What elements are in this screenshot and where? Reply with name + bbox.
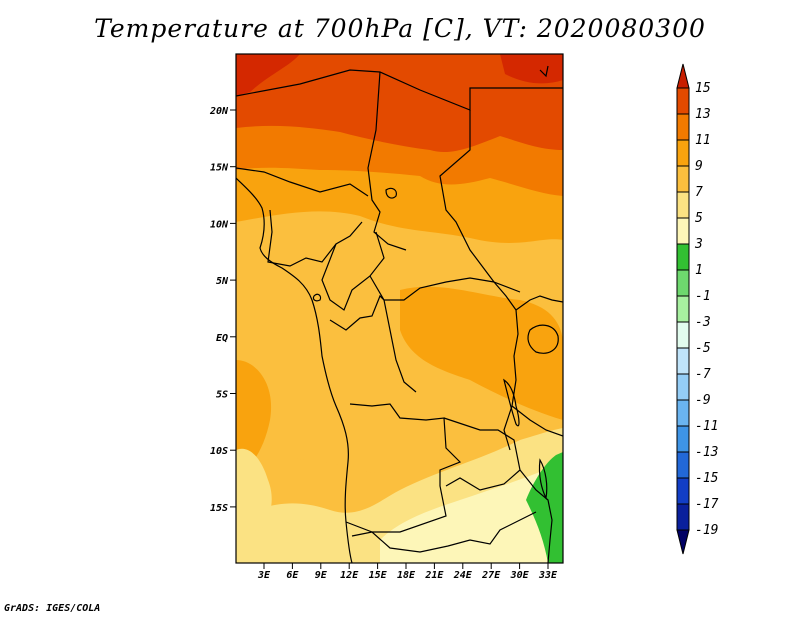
colorbar-swatch [676, 113, 690, 141]
colorbar-label: -13 [695, 445, 718, 460]
lat-label: 20N [209, 106, 229, 117]
lon-label: 24E [453, 570, 473, 581]
colorbar-label: 13 [695, 107, 711, 122]
field-core-15 [236, 54, 300, 96]
lon-label: 15E [369, 570, 388, 581]
field-south-3 [380, 466, 563, 563]
colorbar-swatch [676, 269, 690, 297]
colorbar-swatch [676, 217, 690, 245]
colorbar-swatch [676, 243, 690, 271]
colorbar-swatch [676, 399, 690, 427]
border-angola [349, 403, 462, 537]
map-frame [235, 53, 564, 564]
map-title: Temperature at 700hPa [C], VT: 202008030… [94, 14, 706, 43]
lake-malawi [538, 458, 548, 500]
colorbar-label: 9 [695, 159, 703, 174]
red-sea-coast [539, 65, 549, 78]
lat-label: 5N [216, 276, 229, 287]
colorbar-label: 5 [695, 211, 703, 226]
colorbar-label: -17 [695, 497, 719, 512]
lake-tanganyika [503, 378, 520, 427]
colorbar-swatch [676, 295, 690, 323]
colorbar-label: -9 [695, 393, 711, 408]
lat-label: 15N [210, 163, 229, 174]
colorbar-swatch [676, 373, 690, 401]
border-sahara-north [236, 69, 563, 111]
coastline-west-africa [236, 177, 353, 563]
credit-label: GrADS: IGES/COLA [4, 603, 101, 614]
lake-chad [385, 187, 397, 199]
colorbar-swatch [676, 451, 690, 479]
colorbar-swatch [676, 321, 690, 349]
colorbar-swatch [676, 191, 690, 219]
field-congo-basin-9 [400, 286, 563, 420]
border-cameroon [321, 231, 385, 311]
lon-label: 18E [397, 570, 416, 581]
temperature-field [236, 54, 563, 563]
border-nigeria [267, 209, 363, 267]
colorbar-label: -19 [695, 523, 718, 538]
border-east-africa [515, 295, 563, 311]
colorbar-label: 7 [695, 185, 703, 200]
field-east-1 [526, 452, 563, 563]
longitude-axis: 3E 6E 9E 12E 15E 18E 21E 24E 27E 30E 33E [257, 563, 558, 581]
border-drc-east [493, 281, 519, 451]
border-niger-chad [367, 71, 407, 251]
lon-label: 33E [538, 570, 558, 581]
colorbar-swatch [676, 87, 690, 115]
colorbar-swatch [676, 139, 690, 167]
lat-label: 10S [210, 446, 228, 457]
border-sahel-west [236, 167, 369, 197]
lat-label: EQ [216, 333, 228, 344]
island-bioko [312, 293, 322, 302]
country-borders [236, 65, 563, 563]
border-tanzania [511, 405, 563, 437]
lon-label: 30E [510, 570, 530, 581]
lon-label: 27E [481, 570, 501, 581]
border-mozambique [519, 469, 553, 563]
colorbar-swatch [676, 477, 690, 505]
colorbar-swatch [676, 347, 690, 375]
colorbar-swatch [676, 503, 690, 531]
lon-label: 12E [340, 570, 359, 581]
colorbar-label: 3 [694, 237, 703, 252]
field-southwest-5 [236, 448, 272, 534]
lat-label: 15S [210, 503, 228, 514]
colorbar-top-arrow [676, 63, 690, 89]
colorbar: 15 13 11 9 7 5 3 1 -1 -3 -5 -7 -9 -11 -13 -15 -17 -19 [676, 63, 719, 555]
colorbar-swatch [676, 165, 690, 193]
lat-label: 10N [210, 219, 229, 230]
border-namibia [345, 511, 537, 553]
colorbar-swatch [676, 425, 690, 453]
field-coast-9 [236, 360, 272, 476]
field-core-15-east [500, 54, 563, 84]
lon-label: 3E [257, 570, 271, 581]
lake-victoria [527, 324, 559, 354]
lon-label: 6E [286, 570, 299, 581]
colorbar-label: -3 [695, 315, 711, 330]
colorbar-label: -15 [695, 471, 719, 486]
colorbar-bottom-arrow [676, 529, 690, 555]
border-congo-drc [329, 294, 417, 393]
colorbar-label: -5 [695, 341, 711, 356]
latitude-axis: 20N 15N 10N 5N EQ 5S 10S 15S [209, 106, 236, 514]
lat-label: 5S [216, 390, 228, 401]
colorbar-label: 15 [695, 81, 711, 96]
colorbar-label: 1 [695, 263, 703, 278]
colorbar-label: 11 [695, 133, 711, 148]
colorbar-label: -1 [695, 289, 711, 304]
border-sudan-chad [439, 110, 521, 293]
colorbar-label: -11 [695, 419, 718, 434]
colorbar-label: -7 [695, 367, 711, 382]
lon-label: 21E [424, 570, 444, 581]
lon-label: 9E [315, 570, 328, 581]
